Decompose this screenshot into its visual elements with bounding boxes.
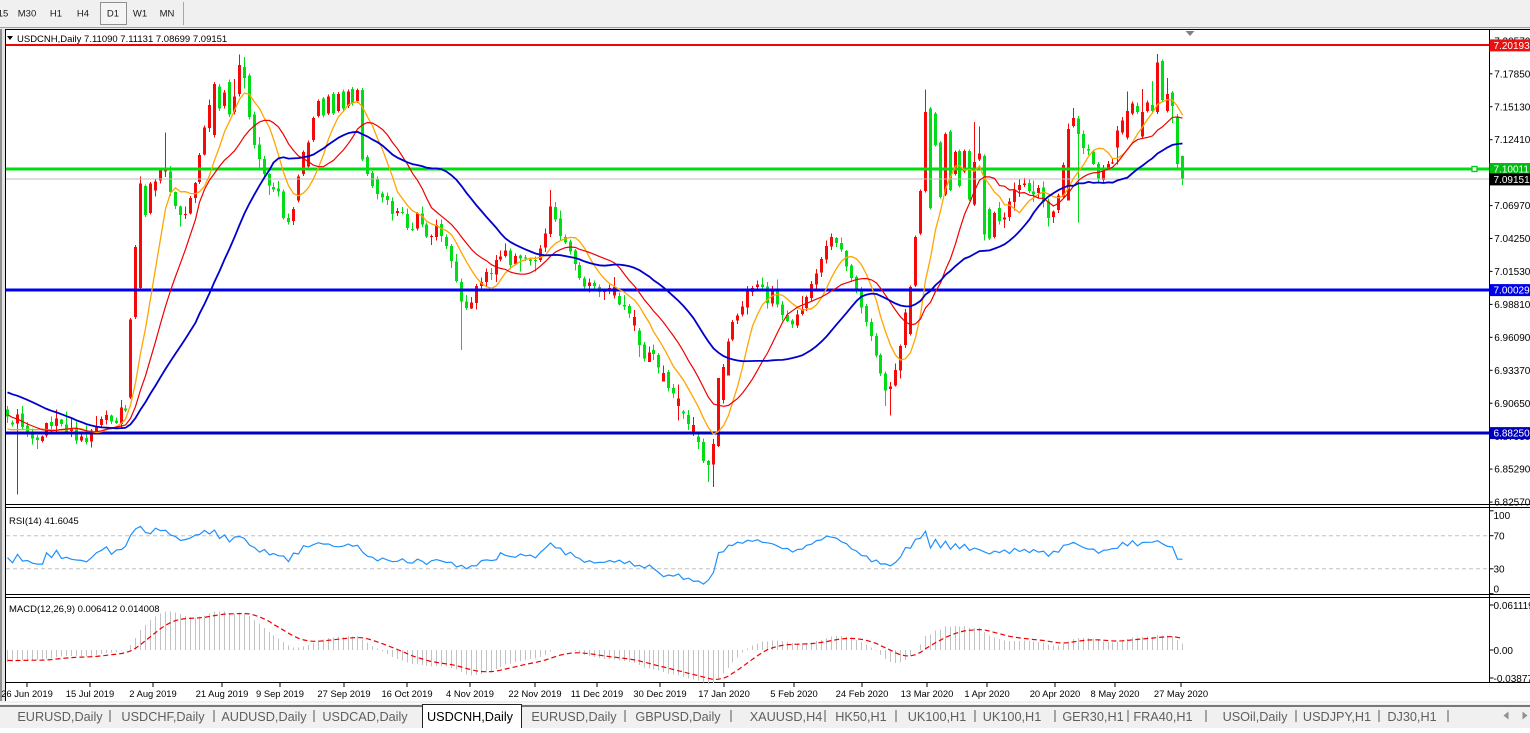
svg-text:HK50,H1: HK50,H1 — [835, 710, 886, 724]
svg-text:8 May 2020: 8 May 2020 — [1091, 688, 1140, 699]
svg-text:-0.0387735: -0.0387735 — [1494, 674, 1530, 685]
svg-text:XAUUSD,H4: XAUUSD,H4 — [750, 710, 823, 724]
svg-text:7.15130: 7.15130 — [1494, 102, 1530, 113]
svg-text:W1: W1 — [133, 9, 147, 20]
svg-text:2 Aug 2019: 2 Aug 2019 — [129, 688, 176, 699]
svg-text:30 Dec 2019: 30 Dec 2019 — [633, 688, 686, 699]
svg-text:30: 30 — [1494, 564, 1506, 575]
svg-text:GER30,H1: GER30,H1 — [1062, 710, 1123, 724]
svg-text:27 Sep 2019: 27 Sep 2019 — [317, 688, 370, 699]
svg-text:6.88250: 6.88250 — [1494, 429, 1530, 440]
svg-text:7.20193: 7.20193 — [1494, 41, 1530, 52]
svg-text:7.17850: 7.17850 — [1494, 69, 1530, 80]
svg-text:11 Dec 2019: 11 Dec 2019 — [571, 688, 623, 699]
svg-text:DJ30,H1: DJ30,H1 — [1387, 710, 1436, 724]
svg-text:70: 70 — [1494, 531, 1506, 542]
svg-text:USDCAD,Daily: USDCAD,Daily — [322, 710, 408, 724]
svg-text:6.98810: 6.98810 — [1494, 300, 1530, 311]
svg-text:AUDUSD,Daily: AUDUSD,Daily — [221, 710, 307, 724]
svg-text:16 Oct 2019: 16 Oct 2019 — [381, 688, 432, 699]
svg-text:H4: H4 — [77, 9, 89, 20]
svg-text:M30: M30 — [18, 9, 36, 20]
svg-text:1 Apr 2020: 1 Apr 2020 — [964, 688, 1009, 699]
svg-text:FRA40,H1: FRA40,H1 — [1133, 710, 1192, 724]
svg-text:MACD(12,26,9) 0.006412 0.01400: MACD(12,26,9) 0.006412 0.014008 — [9, 604, 160, 615]
svg-text:7.01530: 7.01530 — [1494, 267, 1530, 278]
svg-text:6.82570: 6.82570 — [1494, 498, 1530, 509]
svg-text:MN: MN — [160, 9, 175, 20]
svg-text:13 Mar 2020: 13 Mar 2020 — [901, 688, 954, 699]
svg-text:0: 0 — [1494, 585, 1500, 596]
svg-text:6.90650: 6.90650 — [1494, 399, 1530, 410]
svg-text:USOil,Daily: USOil,Daily — [1223, 710, 1289, 724]
svg-text:GBPUSD,Daily: GBPUSD,Daily — [635, 710, 721, 724]
svg-text:7.04250: 7.04250 — [1494, 234, 1530, 245]
svg-text:USDCHF,Daily: USDCHF,Daily — [121, 710, 205, 724]
svg-text:6.85290: 6.85290 — [1494, 465, 1530, 476]
svg-text:USDCNH,Daily: USDCNH,Daily — [427, 710, 514, 724]
svg-text:EURUSD,Daily: EURUSD,Daily — [531, 710, 617, 724]
svg-text:21 Aug 2019: 21 Aug 2019 — [196, 688, 249, 699]
svg-text:UK100,H1: UK100,H1 — [983, 710, 1042, 724]
svg-text:RSI(14) 41.6045: RSI(14) 41.6045 — [9, 516, 79, 527]
svg-text:15: 15 — [0, 9, 8, 20]
svg-text:0.00: 0.00 — [1494, 646, 1514, 657]
svg-text:15 Jul 2019: 15 Jul 2019 — [66, 688, 114, 699]
svg-text:USDJPY,H1: USDJPY,H1 — [1303, 710, 1371, 724]
svg-text:6.93370: 6.93370 — [1494, 366, 1530, 377]
svg-text:20 Apr 2020: 20 Apr 2020 — [1030, 688, 1081, 699]
svg-text:7.06970: 7.06970 — [1494, 201, 1530, 212]
svg-text:USDCNH,Daily 7.11090 7.11131: USDCNH,Daily 7.11090 7.11131 7.08699 7.0… — [17, 34, 227, 45]
svg-text:17 Jan 2020: 17 Jan 2020 — [698, 688, 750, 699]
svg-text:7.12410: 7.12410 — [1494, 135, 1530, 146]
svg-text:D1: D1 — [107, 9, 119, 20]
svg-text:24 Feb 2020: 24 Feb 2020 — [836, 688, 889, 699]
svg-text:0.0611195: 0.0611195 — [1494, 601, 1530, 612]
svg-text:6.96090: 6.96090 — [1494, 333, 1530, 344]
svg-text:4 Nov 2019: 4 Nov 2019 — [446, 688, 494, 699]
svg-text:UK100,H1: UK100,H1 — [908, 710, 967, 724]
svg-text:5 Feb 2020: 5 Feb 2020 — [770, 688, 817, 699]
svg-text:9 Sep 2019: 9 Sep 2019 — [256, 688, 304, 699]
svg-text:22 Nov 2019: 22 Nov 2019 — [508, 688, 561, 699]
svg-text:EURUSD,Daily: EURUSD,Daily — [17, 710, 103, 724]
svg-text:7.00029: 7.00029 — [1494, 286, 1530, 297]
svg-text:26 Jun 2019: 26 Jun 2019 — [1, 688, 53, 699]
svg-text:100: 100 — [1494, 511, 1511, 522]
svg-text:H1: H1 — [50, 9, 62, 20]
svg-text:7.09151: 7.09151 — [1494, 175, 1530, 186]
svg-text:27 May 2020: 27 May 2020 — [1154, 688, 1208, 699]
